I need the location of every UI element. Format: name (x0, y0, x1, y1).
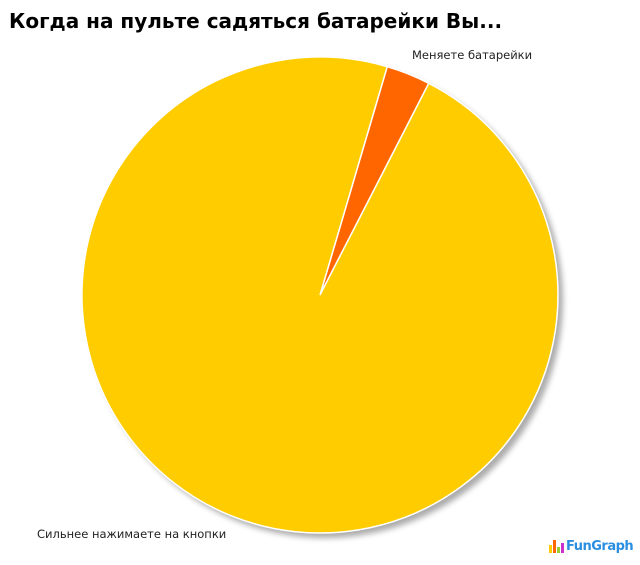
slice-label-0: Меняете батарейки (412, 48, 532, 62)
logo-text: FunGraph (566, 539, 634, 554)
logo-bars-icon (549, 540, 564, 553)
chart-title: Когда на пульте садяться батарейки Вы... (9, 9, 503, 33)
pie-slice-1 (81, 56, 559, 534)
slice-label-1: Сильнее нажимаете на кнопки (37, 527, 226, 541)
fungraph-logo: FunGraph (549, 539, 634, 554)
